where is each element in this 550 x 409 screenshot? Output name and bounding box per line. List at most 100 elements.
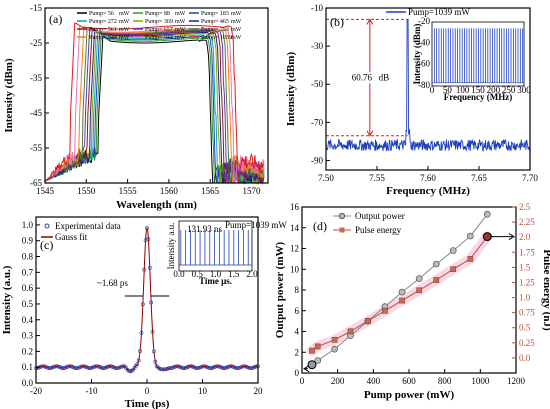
legend-unit: mW xyxy=(119,19,130,25)
legend-unit: mW xyxy=(231,27,242,33)
y-axis-label: Output power (mW) xyxy=(274,241,286,338)
legend-unit: mW xyxy=(231,35,242,41)
spectrum-series-line xyxy=(44,27,265,184)
output-power-point xyxy=(415,275,423,282)
x-tick-label: 10 xyxy=(198,386,208,396)
panel-c: ~1.68 ps -20 -10 0 10 20 0.0 0.1 0.2 0.3 0.4 0.5 0.6… xyxy=(1,216,287,409)
inset-x-tick-label: 1.0 xyxy=(210,269,222,279)
inset-y-tick-label: -60 xyxy=(418,59,430,69)
panel-d: 0 200 400 600 800 1000 1200 0 2 4 6 8 10 12 14 16 0.0 0.2… xyxy=(274,202,550,401)
inset-x-tick-label: 150 xyxy=(471,85,485,95)
legend-unit: mW xyxy=(119,35,130,41)
output-power-highlight xyxy=(307,360,317,370)
y-tick-label: 0.0 xyxy=(22,378,34,388)
x-tick-label: 1570 xyxy=(242,186,261,196)
x-tick-label: -20 xyxy=(30,386,42,396)
inset-x-tick-label: 0 xyxy=(430,85,435,95)
legend-entry: Pump= 753 xyxy=(201,27,229,33)
y2-tick-label: 2.0 xyxy=(519,232,531,242)
inset-x-tick-label: 300 xyxy=(517,85,531,95)
legend-unit: mW xyxy=(231,19,242,25)
pulse-energy-point xyxy=(467,256,474,262)
pulse-energy-point xyxy=(399,297,405,304)
fwhm-label: ~1.68 ps xyxy=(97,278,128,288)
x-tick-label: 1555 xyxy=(119,186,138,196)
y-tick-label: 4 xyxy=(295,327,300,337)
legend-unit: mW xyxy=(175,11,186,17)
snr-value: 60.76 xyxy=(352,72,373,82)
snr-unit: dB xyxy=(379,72,390,82)
y2-tick-label: 2.5 xyxy=(519,202,531,212)
snr-arrowhead-top xyxy=(366,18,374,25)
legend-unit: mW xyxy=(175,35,186,41)
pulse-energy-point xyxy=(364,318,371,324)
y-tick-label: -25 xyxy=(30,38,42,48)
x-tick-label: 0 xyxy=(145,386,150,396)
inset-x-tick-label: 0.5 xyxy=(192,269,204,279)
legend-unit: mW xyxy=(175,27,186,33)
y-tick-label: -70 xyxy=(311,117,323,127)
legend-entry: Pump= 465 xyxy=(201,19,229,25)
pulse-energy-point xyxy=(347,328,354,335)
inset-y-tick-label: -20 xyxy=(418,16,430,26)
legend-entry: Experimental data xyxy=(55,221,121,231)
legend-entry: Pump= 88 xyxy=(145,11,170,17)
inset-x-tick-label: 200 xyxy=(487,85,501,95)
output-power-line xyxy=(311,213,488,366)
y2-tick-label: 1.5 xyxy=(519,262,531,272)
y-tick-label: 0.5 xyxy=(22,299,34,309)
legend-marker-energy xyxy=(339,227,345,233)
y-tick-label: 12 xyxy=(290,244,299,254)
y-tick-label: -35 xyxy=(30,73,42,83)
x-tick-label: 1545 xyxy=(36,186,55,196)
legend-entry: Pulse energy xyxy=(355,225,402,235)
pulse-energy-point xyxy=(416,287,423,294)
y-tick-label: -55 xyxy=(30,143,42,153)
y-tick-label: 0.3 xyxy=(22,331,34,341)
x-axis-label: Pump power (mW) xyxy=(364,389,455,401)
y-tick-label: -45 xyxy=(30,108,42,118)
y-tick-label: 6 xyxy=(295,306,300,316)
x-tick-label: 7.50 xyxy=(318,173,334,183)
x-tick-label: 0 xyxy=(300,376,305,386)
legend-unit: mW xyxy=(119,11,130,17)
y-axis-label: Intensity (a.u.) xyxy=(1,265,13,334)
spectrum-series-line xyxy=(44,22,265,184)
panel-label: (d) xyxy=(313,219,327,233)
x-tick-label: 1000 xyxy=(471,376,490,386)
legend-unit: mW xyxy=(119,27,130,33)
y2-tick-label: 1.25 xyxy=(519,277,535,287)
legend-entry: Pump= 272 xyxy=(89,19,117,25)
pulse-energy-point xyxy=(382,307,388,314)
experimental-point xyxy=(135,362,140,367)
y-tick-label: 1.0 xyxy=(22,220,34,230)
pulse-energy-point xyxy=(331,336,338,343)
x-axis-label: Frequency (MHz) xyxy=(386,185,470,197)
legend-marker-experimental xyxy=(44,223,50,229)
panel-label: (c) xyxy=(40,238,53,252)
y2-tick-label: 1.0 xyxy=(519,293,531,303)
legend-entry: Gauss fit xyxy=(55,232,88,242)
legend-entry: Pump= 183 xyxy=(201,11,229,17)
inset-x-tick-label: 50 xyxy=(443,85,453,95)
inset-y-tick-label: -80 xyxy=(418,80,430,90)
output-power-point xyxy=(398,288,406,296)
legend-entry: Pump= 369 xyxy=(145,19,173,25)
output-power-point xyxy=(466,232,474,240)
y-tick-label: 0 xyxy=(295,368,300,378)
x-tick-label: 800 xyxy=(438,376,452,386)
inset-x-tick-label: 1.5 xyxy=(228,269,240,279)
panel-a: 1545 1550 1555 1560 1565 1570 -65 -55 -45 -35 -25 -… xyxy=(3,3,269,211)
legend-entry: Pump=1039 mW xyxy=(408,7,470,17)
legend-entry: Pump= 848 xyxy=(89,35,117,41)
inset-x-tick-label: 100 xyxy=(456,85,470,95)
pulse-energy-point xyxy=(450,266,457,273)
y2-tick-label: 0.0 xyxy=(519,353,531,363)
y-tick-label: 0.8 xyxy=(22,252,34,262)
gauss-fit-line xyxy=(36,226,258,372)
x-tick-label: 7.55 xyxy=(369,173,385,183)
y2-tick-label: 0.25 xyxy=(519,338,535,348)
x-axis-label: Wavelength (nm) xyxy=(116,199,197,211)
x-tick-label: 200 xyxy=(331,376,345,386)
